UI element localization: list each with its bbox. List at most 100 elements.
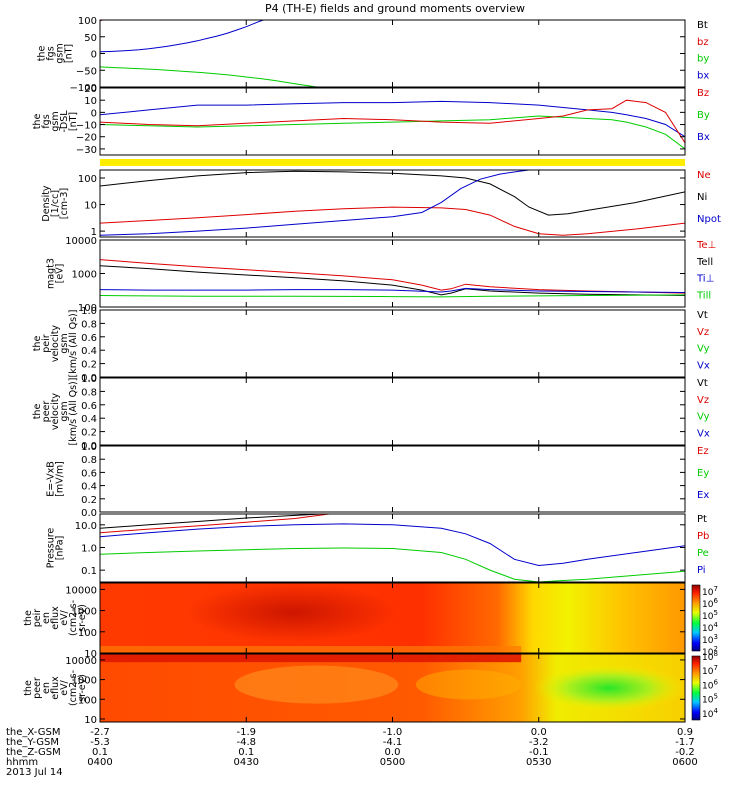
y-tick-label: 0.8 (81, 319, 97, 330)
annotation-value: 0530 (526, 757, 551, 768)
y-tick-label: 10000 (65, 656, 97, 667)
y-tick-label: 0.2 (81, 360, 97, 371)
annotation-value: -5.3 (90, 737, 110, 748)
series-line-blue (100, 169, 530, 236)
legend-Ez: Ez (697, 446, 709, 457)
y-tick-label: 100 (78, 303, 97, 314)
legend-Pe: Pe (697, 548, 709, 559)
y-axis-label: [km/s (All Qs)] (68, 310, 79, 378)
y-axis-label: E=-VxB (46, 461, 57, 496)
annotation-value: 0.0 (531, 727, 547, 738)
y-tick-label: 0.0 (81, 373, 97, 384)
series-line-green (100, 66, 317, 88)
annotation-row-name: the_Z-GSM (6, 747, 61, 758)
colorbar-tick-exponent: 4 (713, 707, 718, 715)
y-tick-label: 10 (84, 649, 97, 660)
panel-frame (99, 377, 686, 446)
y-axis-label: en (41, 612, 52, 624)
spectrogram-mid-lobe (415, 669, 522, 700)
series-group (100, 513, 685, 583)
y-axis-label: eV/ (59, 679, 70, 695)
annotation-value: 0.1 (238, 747, 254, 758)
panel-frame (99, 445, 686, 513)
annotation-value: 0430 (234, 757, 259, 768)
y-tick-label: 100 (78, 174, 97, 185)
y-tick-label: 100 (78, 695, 97, 706)
y-tick-label: 10 (84, 96, 97, 107)
status-bar (100, 159, 685, 166)
series-group (100, 259, 685, 298)
y-axis-label: gsm (55, 43, 66, 63)
y-tick-label: 0.2 (81, 495, 97, 506)
panel-temperature: 10000 1000 100 magt3[eV] Te⊥ Tell Ti⊥ Till (46, 236, 717, 314)
annotation-value: 0500 (380, 757, 405, 768)
series-group (100, 19, 317, 88)
panel-peir-eflux: 10710610510410310210000100010010thepeire… (23, 582, 718, 660)
y-tick-label: 50 (84, 33, 97, 44)
y-axis-label: [nT] (68, 112, 79, 131)
series-line-green (100, 115, 685, 150)
annotation-value: -0.1 (529, 747, 549, 758)
series-line-red (100, 206, 685, 236)
colorbar-tick-exponent: 3 (713, 633, 717, 641)
y-tick-label: 1000 (72, 676, 97, 687)
series-line-blue (100, 287, 685, 293)
spectrogram-flux-minimum (532, 664, 685, 712)
colorbar-tick-label: 105 (702, 693, 718, 706)
legend-Pi: Pi (697, 565, 706, 576)
legend-Pt: Pt (697, 514, 707, 525)
y-axis-label: [nT] (64, 44, 75, 63)
y-axis-label: gsm (59, 333, 70, 353)
y-axis-label: fgs (41, 114, 52, 128)
panel-pressure: 10.0 1.0 0.1 Pressure[nPa] Pt Pb Pe Pi (46, 513, 709, 583)
annotation-value: -3.2 (529, 737, 549, 748)
annotation-value: 0.1 (92, 747, 108, 758)
y-axis-label: -DSL (59, 110, 70, 133)
panel-frame (99, 309, 686, 378)
legend-Bz: Bz (697, 88, 709, 99)
series-line-black (100, 265, 685, 296)
y-tick-label: 10 (84, 715, 97, 726)
legend-Ne: Ne (697, 170, 711, 181)
colorbar-tick-exponent: 2 (713, 645, 717, 653)
colorbar (691, 655, 701, 721)
y-axis-label: velocity (50, 393, 61, 431)
y-tick-label: 20 (84, 84, 97, 95)
series-line-black (100, 513, 322, 529)
legend-Vz: Vz (697, 395, 709, 406)
colorbar-tick-exponent: 6 (713, 597, 718, 605)
annotation-value: -2.7 (90, 727, 110, 738)
series-line-blue (100, 19, 264, 53)
annotation-value: 0600 (672, 757, 697, 768)
colorbar-tick-label: 107 (702, 664, 718, 677)
y-tick-label: 0.4 (81, 482, 97, 493)
chart-title: P4 (TH-E) fields and ground moments over… (265, 2, 525, 15)
y-tick-label: 10000 (65, 585, 97, 596)
legend-Bx: Bx (697, 132, 710, 143)
annotation-value: -4.1 (383, 737, 403, 748)
series-line-green (100, 547, 685, 583)
legend-bz: bz (697, 37, 709, 48)
y-axis-label: gsm (50, 111, 61, 131)
y-tick-label: 0.4 (81, 346, 97, 357)
panel-frame (99, 87, 686, 156)
panel-frame (99, 169, 686, 238)
y-tick-label: 0.1 (81, 566, 97, 577)
y-axis-label: [nPa] (55, 536, 66, 561)
y-axis-label: [mV/m] (55, 461, 66, 497)
x-axis-annotation: 2013 Jul 14 the_X-GSM -2.7 -1.9 -1.0 0.0 0.9 t… (6, 727, 698, 778)
panel-frame (99, 19, 686, 88)
y-axis-label: the (32, 114, 43, 130)
y-tick-label: 0 (91, 50, 97, 61)
y-tick-label: 0.0 (81, 441, 97, 452)
annotation-value: -1.9 (236, 727, 256, 738)
y-axis-label: (cm2-s- (68, 670, 79, 706)
spectrogram-mid-lobe (234, 665, 399, 704)
legend-Ni: Ni (697, 192, 707, 203)
y-axis-label: peer (41, 401, 52, 423)
legend-Vx: Vx (697, 360, 710, 371)
annotation-row-name: the_X-GSM (6, 727, 60, 738)
